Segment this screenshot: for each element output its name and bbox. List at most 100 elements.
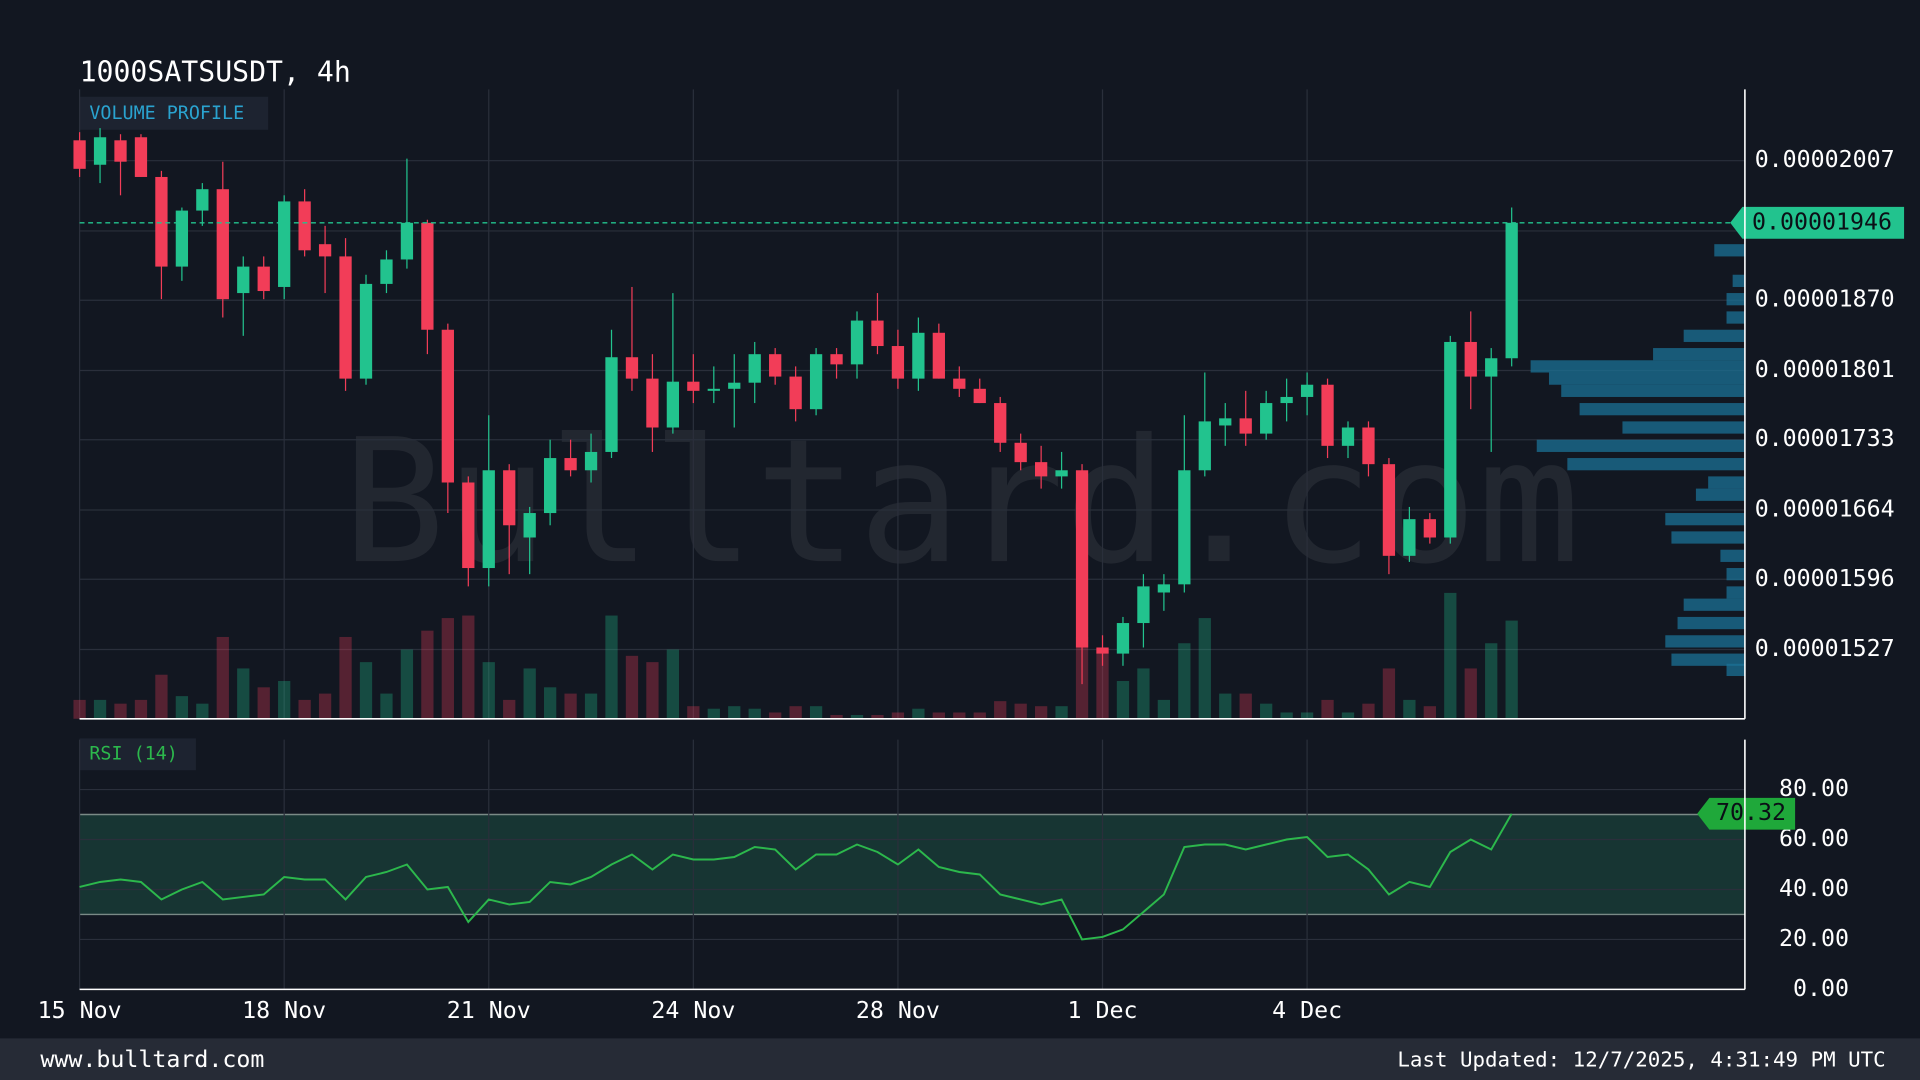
volume-bar — [1055, 706, 1068, 719]
candle-body — [1341, 427, 1355, 446]
volume-bar — [114, 703, 127, 719]
candle-body — [707, 388, 720, 391]
candle-body — [1239, 418, 1252, 434]
volume-profile-bar — [1708, 476, 1745, 489]
volume-profile-bar — [1567, 458, 1745, 471]
volume-bar — [1280, 712, 1293, 719]
rsi-tick-label: 20.00 — [1779, 925, 1849, 952]
volume-bar — [257, 687, 270, 719]
candle-body — [482, 470, 495, 569]
volume-bar — [237, 668, 250, 719]
volume-bar — [728, 706, 741, 719]
volume-profile-bar — [1714, 244, 1745, 257]
volume-bar — [687, 706, 700, 719]
candle-body — [1137, 586, 1150, 624]
volume-bar — [318, 693, 332, 719]
volume-bar — [912, 708, 925, 719]
candle-body — [994, 403, 1007, 443]
volume-bar — [421, 630, 434, 719]
volume-profile-bar — [1665, 635, 1745, 648]
volume-bar — [564, 693, 577, 719]
volume-profile-bar — [1726, 663, 1745, 677]
volume-bar — [482, 662, 495, 719]
volume-bar — [462, 615, 475, 719]
candle-body — [196, 189, 209, 211]
candle-body — [1260, 403, 1273, 434]
volume-bar — [625, 655, 639, 719]
candle-body — [871, 320, 884, 347]
candle-body — [1157, 584, 1171, 593]
candle-body — [953, 378, 966, 389]
volume-bar — [1444, 592, 1457, 719]
x-tick-label: 18 Nov — [242, 997, 326, 1024]
volume-profile-bar — [1683, 329, 1745, 342]
y-tick-label: 0.00001596 — [1755, 565, 1895, 592]
candle-body — [1116, 623, 1130, 654]
last-price-label: 0.00001946 — [1752, 208, 1892, 235]
volume-bar — [380, 693, 393, 719]
candle-body — [1403, 519, 1416, 556]
candle-body — [380, 259, 393, 284]
volume-bar — [216, 636, 229, 719]
volume-bar — [1403, 699, 1416, 719]
candle-body — [1219, 418, 1232, 426]
candle-body — [1178, 470, 1191, 585]
candle-body — [1444, 341, 1457, 538]
volume-bar — [891, 712, 905, 719]
candle-body — [932, 332, 945, 379]
volume-bar — [707, 708, 720, 719]
volume-bar — [1464, 668, 1477, 719]
volume-bar — [605, 615, 618, 719]
volume-bar — [1239, 693, 1252, 719]
volume-bar — [646, 662, 659, 719]
volume-bar — [298, 699, 311, 719]
volume-bar — [809, 706, 823, 719]
volume-bar — [1096, 649, 1109, 719]
volume-bar — [994, 701, 1007, 719]
y-tick-label: 0.00001733 — [1755, 425, 1895, 452]
volume-bar — [850, 714, 864, 719]
rsi-line — [79, 813, 1513, 941]
candle-body — [134, 137, 148, 177]
volume-bar — [196, 703, 209, 719]
volume-bar — [1034, 706, 1048, 719]
footer-right: Last Updated: 12/7/2025, 4:31:49 PM UTC — [1397, 1047, 1885, 1071]
vp-label-box — [79, 96, 269, 130]
candle-body — [1034, 462, 1048, 477]
volume-bar — [932, 712, 945, 719]
candle-body — [912, 332, 925, 379]
candle-body — [257, 266, 270, 292]
candle-body — [891, 346, 905, 379]
y-tick-label: 0.00001664 — [1755, 495, 1895, 522]
footer-bar — [0, 1038, 1920, 1080]
volume-bar — [155, 674, 168, 719]
candle-body — [175, 210, 189, 267]
candle-body — [605, 357, 618, 452]
volume-bar — [789, 706, 802, 719]
x-tick-label: 4 Dec — [1272, 997, 1342, 1024]
volume-profile-bar — [1665, 513, 1745, 526]
volume-profile-bar — [1720, 549, 1745, 562]
candle-body — [1321, 384, 1334, 446]
volume-bar — [503, 699, 516, 719]
x-tick-label: 28 Nov — [856, 997, 940, 1024]
volume-bar — [1321, 699, 1334, 719]
volume-profile-bar — [1726, 293, 1745, 306]
candle-body — [503, 470, 516, 526]
candle-body — [1505, 222, 1518, 359]
volume-bar — [1137, 668, 1150, 719]
volume-bar — [1260, 703, 1273, 719]
x-tick-label: 1 Dec — [1068, 997, 1138, 1024]
volume-profile-bar — [1579, 403, 1745, 416]
volume-bar — [1157, 699, 1171, 719]
rsi-tag — [1697, 797, 1796, 830]
candle-body — [93, 137, 107, 165]
candle-body — [155, 176, 168, 267]
candle-body — [646, 378, 659, 428]
volume-profile-bar — [1622, 421, 1745, 434]
candle-body — [1198, 421, 1211, 471]
candle-body — [748, 354, 761, 383]
volume-bar — [134, 699, 148, 719]
